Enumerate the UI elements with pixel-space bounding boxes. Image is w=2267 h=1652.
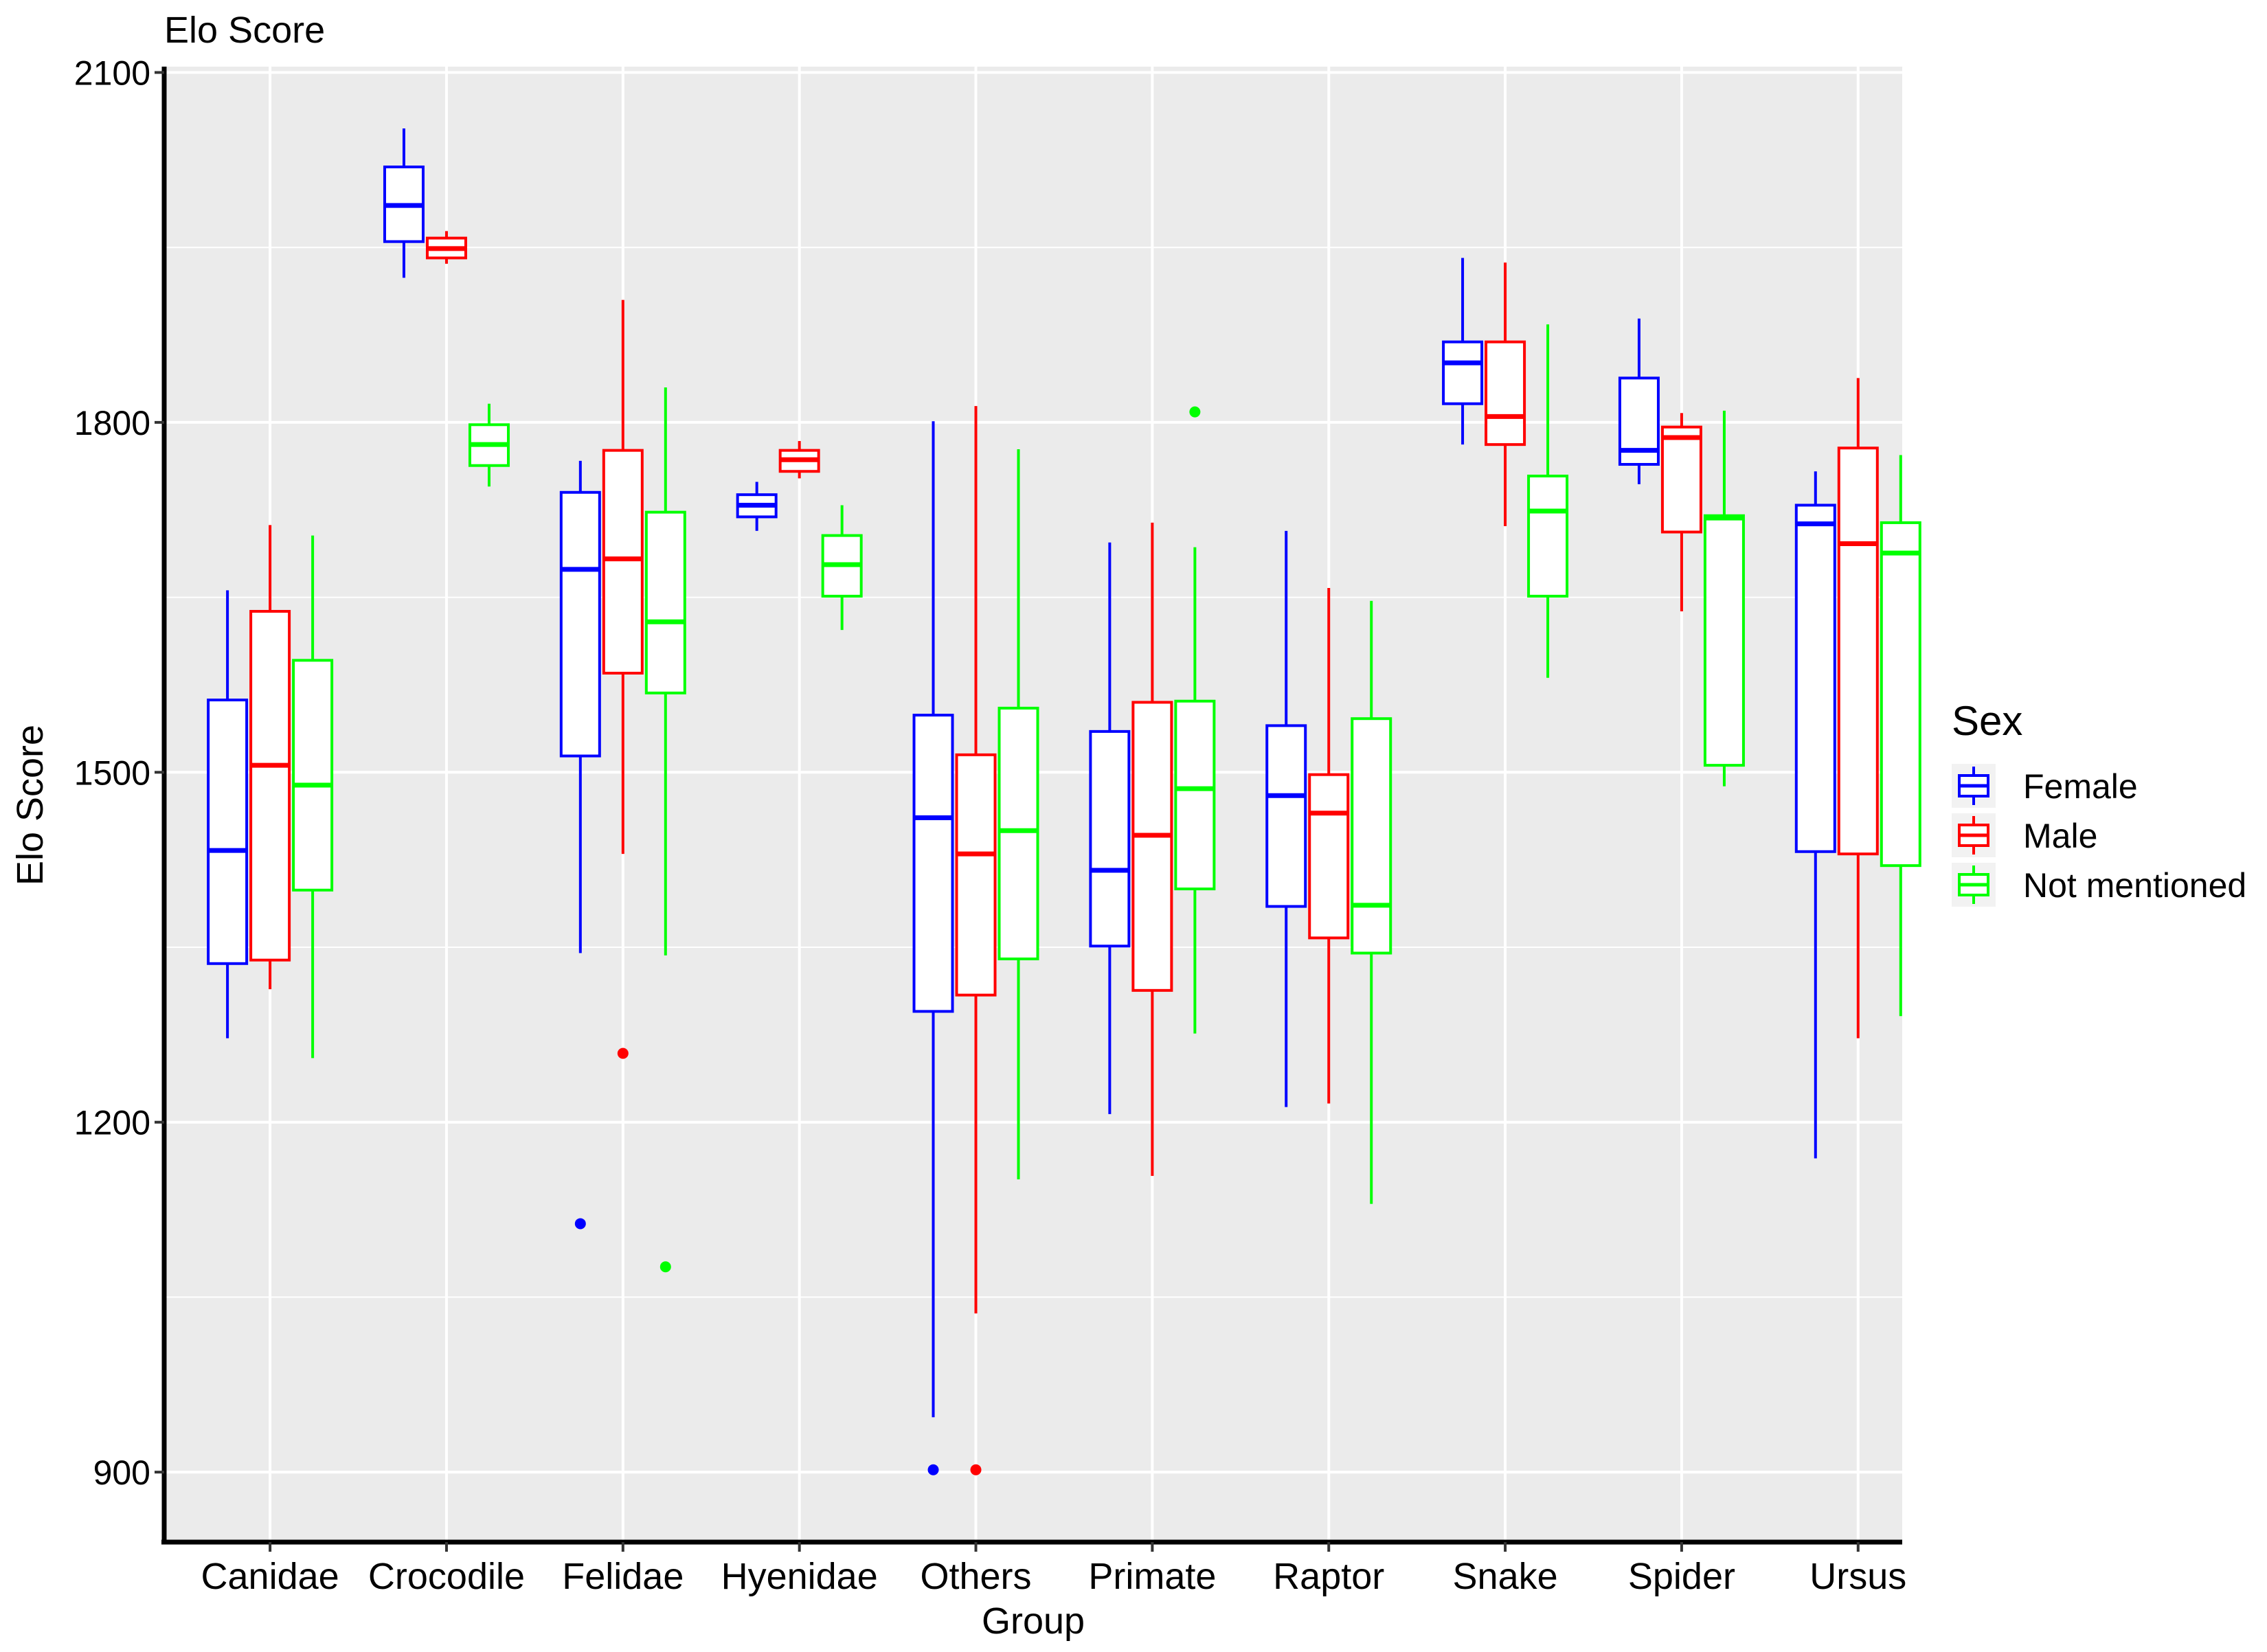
x-tick-label: Hyenidae <box>721 1556 878 1597</box>
x-tick-label: Ursus <box>1809 1556 1906 1597</box>
outlier-point <box>970 1464 982 1475</box>
x-tick-label: Snake <box>1453 1556 1558 1597</box>
box <box>1308 773 1350 940</box>
y-tick-label: 1500 <box>74 754 150 792</box>
y-tick-label: 2100 <box>74 54 150 92</box>
x-tick-label: Felidae <box>562 1556 684 1597</box>
y-ticks: 900 1200 1500 1800 2100 <box>74 54 164 1492</box>
box <box>1442 340 1484 405</box>
box <box>1703 514 1745 767</box>
box <box>1660 425 1702 534</box>
legend-item: Female <box>1952 764 2138 808</box>
box <box>1089 729 1131 948</box>
x-tick-label: Raptor <box>1273 1556 1384 1597</box>
box <box>602 449 644 675</box>
y-tick-label: 1800 <box>74 404 150 442</box>
box <box>559 490 601 758</box>
outlier-point <box>659 1261 671 1273</box>
box <box>292 659 334 892</box>
legend-label: Male <box>2023 817 2097 855</box>
legend-title: Sex <box>1952 698 2022 744</box>
x-tick-label: Primate <box>1088 1556 1216 1597</box>
box <box>1527 475 1569 598</box>
legend-label: Not mentioned <box>2023 866 2246 905</box>
box <box>1131 701 1173 992</box>
box <box>1880 521 1921 868</box>
x-axis-label: Group <box>982 1600 1085 1642</box>
outlier-point <box>927 1464 939 1475</box>
series-female <box>207 128 1836 1475</box>
y-axis-label: Elo Score <box>10 725 51 885</box>
series-not-mentioned <box>292 324 1921 1273</box>
legend-item: Male <box>1952 813 2097 857</box>
box <box>1837 446 1879 856</box>
box <box>249 609 291 962</box>
y-tick-label: 900 <box>93 1453 150 1492</box>
box <box>1174 699 1216 891</box>
box <box>1485 340 1526 446</box>
outlier-point <box>1189 406 1201 418</box>
box <box>207 699 249 965</box>
box <box>912 714 954 1013</box>
box <box>955 753 997 997</box>
x-ticks: Canidae Crocodile Felidae Hyenidae Others Pri… <box>201 1542 1906 1597</box>
x-tick-label: Canidae <box>201 1556 339 1597</box>
box-series-group <box>207 128 1921 1475</box>
legend: Sex Female Male Not mentioned <box>1952 698 2246 907</box>
outlier-point <box>617 1048 629 1059</box>
y-tick-label: 1200 <box>74 1104 150 1142</box>
legend-item: Not mentioned <box>1952 863 2246 907</box>
x-tick-label: Crocodile <box>368 1556 525 1597</box>
x-tick-label: Others <box>920 1556 1031 1597</box>
chart-title: Elo Score <box>164 10 325 51</box>
x-tick-label: Spider <box>1628 1556 1735 1597</box>
box <box>1265 724 1307 908</box>
box <box>644 510 686 694</box>
box <box>1351 717 1392 955</box>
box <box>1794 503 1836 853</box>
series-male <box>249 231 1879 1475</box>
box <box>997 706 1039 960</box>
outlier-point <box>574 1218 586 1230</box>
legend-label: Female <box>2023 767 2138 806</box>
